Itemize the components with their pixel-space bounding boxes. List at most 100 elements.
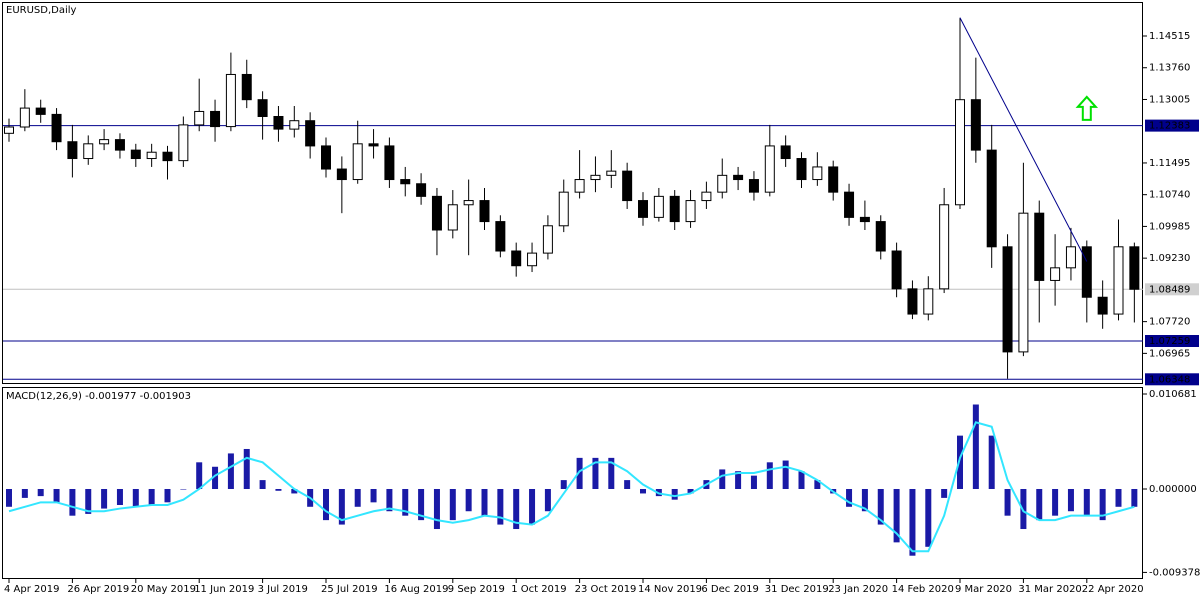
histogram-bar: [275, 488, 282, 491]
candle-body: [225, 73, 236, 128]
y-tick-label: 1.10740: [1149, 190, 1190, 201]
candle-body: [828, 166, 839, 193]
histogram-bar: [449, 488, 456, 521]
histogram-bar: [180, 488, 187, 490]
histogram-bar: [481, 488, 488, 516]
histogram-bar: [196, 462, 203, 489]
candle-body: [447, 204, 458, 231]
histogram-bar: [116, 488, 123, 506]
histogram-bar: [1004, 488, 1011, 516]
current-price-box: [1145, 283, 1199, 296]
candle-body: [1002, 246, 1013, 353]
candle-body: [653, 195, 664, 218]
candle-body: [99, 139, 110, 145]
candle-body: [210, 110, 221, 128]
candle-body: [384, 145, 395, 181]
histogram-bar: [1052, 488, 1059, 516]
candle-body: [685, 200, 696, 223]
x-tick-label: 23 Jan 2020: [828, 584, 888, 595]
histogram-bar: [941, 488, 948, 498]
y-tick-label: 1.14515: [1149, 31, 1190, 42]
histogram-bar: [735, 471, 742, 489]
histogram-bar: [766, 462, 773, 489]
arrow-up: [1075, 95, 1099, 121]
candle-body: [1050, 267, 1061, 281]
histogram-bar: [1067, 488, 1074, 512]
x-tick-label: 14 Nov 2019: [638, 584, 702, 595]
candle-body: [479, 200, 490, 223]
candle-body: [590, 174, 601, 181]
histogram-bar: [544, 488, 551, 512]
x-tick-label: 1 Oct 2019: [511, 584, 566, 595]
histogram-bar: [338, 488, 345, 525]
histogram-bar: [1115, 488, 1122, 507]
price-label: 1.06348: [1149, 374, 1190, 385]
candle-body: [606, 170, 617, 176]
histogram-bar: [1083, 488, 1090, 516]
y-tick-label: 1.07720: [1149, 317, 1190, 328]
candle-body: [955, 99, 965, 206]
candle-body: [146, 151, 157, 160]
candle-body: [400, 179, 411, 185]
candle-body: [114, 139, 125, 151]
histogram-bar: [957, 435, 963, 489]
price-label-box: [1145, 373, 1199, 386]
histogram-bar: [53, 488, 60, 503]
histogram-bar: [1099, 488, 1106, 521]
x-tick-label: 16 Aug 2019: [384, 584, 448, 595]
histogram-bar: [497, 488, 504, 525]
y-tick-label: 1.13005: [1149, 94, 1190, 105]
histogram-bar: [846, 488, 853, 507]
candle-body: [875, 221, 886, 252]
histogram-bar: [85, 488, 92, 514]
histogram-bar: [291, 488, 298, 494]
x-tick-label: 31 Dec 2019: [765, 584, 829, 595]
histogram-bar: [69, 488, 76, 516]
candle-body: [241, 73, 252, 101]
histogram-bar: [132, 488, 139, 507]
candle-body: [764, 145, 775, 193]
histogram-bar: [529, 488, 536, 525]
x-tick-label: 4 Apr 2019: [4, 584, 59, 595]
histogram-bar: [370, 488, 377, 503]
histogram-bar: [164, 488, 171, 503]
histogram-bar: [21, 488, 28, 498]
candle-body: [859, 216, 870, 223]
histogram-bar: [798, 471, 805, 489]
trend-line: [959, 17, 1088, 262]
candle-body: [1097, 296, 1108, 315]
histogram-bar: [354, 488, 361, 507]
candle-body: [1034, 212, 1045, 281]
candle-body: [1129, 246, 1140, 290]
histogram-bar: [687, 488, 694, 494]
current-price-label: 1.08489: [1149, 284, 1190, 295]
candle-body: [669, 195, 680, 223]
histogram-bar: [227, 453, 234, 489]
histogram-bar: [1131, 488, 1138, 507]
histogram-bar: [465, 488, 472, 512]
candle-body: [4, 126, 14, 134]
histogram-bar: [323, 488, 329, 521]
candle-body: [83, 143, 94, 160]
candle-body: [542, 225, 553, 254]
price-panel: [2, 2, 1143, 384]
y-tick-label: 1.06965: [1149, 348, 1190, 359]
candle-body: [194, 110, 205, 126]
candle-body: [812, 166, 823, 181]
candle-body: [51, 113, 62, 143]
candle-body: [368, 143, 379, 147]
chart-title: EURUSD,Daily: [6, 5, 77, 16]
candle-body: [67, 141, 78, 160]
x-tick-label: 11 Jun 2019: [194, 584, 254, 595]
candle-body: [796, 158, 807, 181]
macd-title: MACD(12,26,9) -0.001977 -0.001903: [6, 391, 191, 402]
x-tick-label: 22 Apr 2020: [1082, 584, 1144, 595]
candle-body: [527, 252, 538, 267]
candle-body: [289, 120, 300, 130]
candle-body: [1081, 246, 1092, 298]
y-tick-label: 1.09230: [1149, 253, 1190, 264]
candle-body: [638, 200, 648, 218]
histogram-bar: [640, 488, 646, 494]
y-tick-label: -0.009378: [1149, 567, 1200, 578]
histogram-bar: [608, 457, 615, 489]
